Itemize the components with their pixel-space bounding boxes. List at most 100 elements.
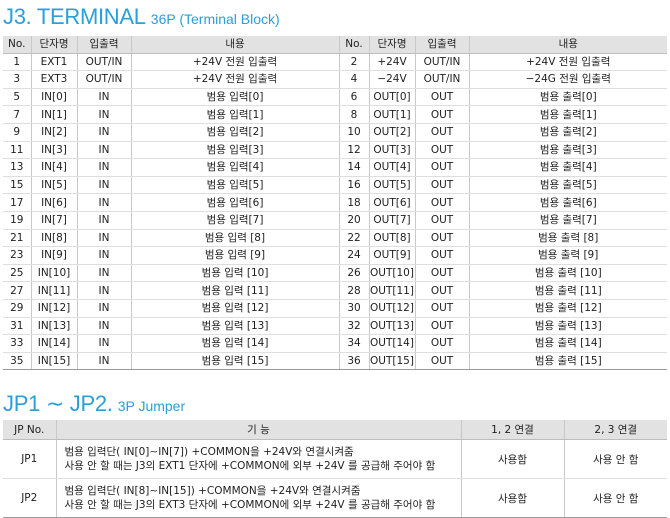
table-row: 31 IN[13] IN 범용 입력 [13] 32 OUT[13] OUT 범용 출력 [1…	[3, 317, 667, 336]
terminal-cell: 범용 입력[6]	[131, 193, 340, 212]
table-row: 25 IN[10] IN 범용 입력 [10] 26 OUT[10] OUT 범용 출력 [1…	[3, 264, 667, 283]
table-row: 13 IN[4] IN 범용 입력[4] 14 OUT[4] OUT 범용 출력[4]	[3, 158, 667, 177]
terminal-cell: OUT[12]	[369, 299, 416, 318]
terminal-cell: −24V	[369, 70, 416, 89]
terminal-cell: OUT	[415, 352, 470, 371]
terminal-cell: OUT[5]	[369, 176, 416, 195]
terminal-header-cell: No.	[338, 36, 370, 54]
terminal-cell: IN	[77, 246, 132, 265]
terminal-cell: OUT	[415, 88, 470, 107]
terminal-cell: 범용 입력 [14]	[131, 334, 340, 353]
terminal-cell: 35	[3, 352, 32, 371]
terminal-cell: 범용 입력 [8]	[131, 229, 340, 248]
terminal-cell: 범용 입력[1]	[131, 105, 340, 124]
jumper-no-cell: JP1	[3, 439, 57, 479]
terminal-cell: 26	[338, 264, 370, 283]
terminal-cell: OUT	[415, 299, 470, 318]
terminal-cell: 4	[338, 70, 370, 89]
terminal-cell: 25	[3, 264, 32, 283]
terminal-cell: 18	[338, 193, 370, 212]
terminal-cell: 범용 출력[4]	[469, 158, 667, 177]
terminal-cell: 22	[338, 229, 370, 248]
jumper-function-cell: 범용 입력단( IN[0]∼IN[7]) +COMMON을 +24V와 연결시켜…	[56, 439, 462, 479]
jumper-function-line: 범용 입력단( IN[0]∼IN[7]) +COMMON을 +24V와 연결시켜…	[64, 446, 354, 458]
terminal-cell: IN[14]	[31, 334, 78, 353]
terminal-cell: 범용 출력 [9]	[469, 246, 667, 265]
terminal-title-sub: 36P (Terminal Block)	[150, 11, 280, 27]
terminal-header-cell: 단자명	[369, 36, 416, 54]
terminal-cell: 3	[3, 70, 32, 89]
jumper-function-line: 사용 안 할 때는 J3의 EXT1 단자에 +COMMON에 외부 +24V …	[64, 460, 436, 472]
terminal-cell: IN[8]	[31, 229, 78, 248]
terminal-cell: OUT	[415, 141, 470, 160]
terminal-cell: IN	[77, 211, 132, 230]
table-row: 11 IN[3] IN 범용 입력[3] 12 OUT[3] OUT 범용 출력[3]	[3, 141, 667, 160]
terminal-cell: 범용 입력 [10]	[131, 264, 340, 283]
terminal-cell: 20	[338, 211, 370, 230]
terminal-cell: EXT3	[31, 70, 78, 89]
terminal-cell: IN	[77, 317, 132, 336]
terminal-cell: 범용 출력 [11]	[469, 281, 667, 300]
terminal-cell: IN	[77, 193, 132, 212]
terminal-cell: IN	[77, 229, 132, 248]
terminal-header-cell: 내용	[131, 36, 340, 54]
terminal-cell: 범용 출력 [13]	[469, 317, 667, 336]
terminal-title-main: J3. TERMINAL	[3, 4, 146, 29]
terminal-cell: OUT[9]	[369, 246, 416, 265]
terminal-cell: OUT[14]	[369, 334, 416, 353]
jumper-table: JP No. 기 능 1, 2 연결 2, 3 연결 JP1 범용 입력단( IN[0]…	[3, 420, 667, 518]
terminal-cell: 범용 입력 [15]	[131, 352, 340, 371]
terminal-cell: 9	[3, 123, 32, 142]
terminal-cell: 7	[3, 105, 32, 124]
terminal-cell: 21	[3, 229, 32, 248]
terminal-cell: IN	[77, 176, 132, 195]
terminal-cell: OUT[4]	[369, 158, 416, 177]
terminal-header-cell: 단자명	[31, 36, 78, 54]
terminal-cell: 12	[338, 141, 370, 160]
table-row: 21 IN[8] IN 범용 입력 [8] 22 OUT[8] OUT 범용 출력 [8]	[3, 229, 667, 248]
terminal-cell: 10	[338, 123, 370, 142]
table-row: 29 IN[12] IN 범용 입력 [12] 30 OUT[12] OUT 범용 출력 [1…	[3, 299, 667, 318]
terminal-header-cell: No.	[3, 36, 32, 54]
terminal-cell: +24V 전원 입출력	[131, 70, 340, 89]
terminal-cell: IN[2]	[31, 123, 78, 142]
terminal-cell: OUT	[415, 211, 470, 230]
terminal-cell: 범용 출력[6]	[469, 193, 667, 212]
terminal-cell: 범용 출력 [8]	[469, 229, 667, 248]
terminal-cell: 16	[338, 176, 370, 195]
jumper-header-row: JP No. 기 능 1, 2 연결 2, 3 연결	[3, 420, 667, 440]
jumper-header-cell: JP No.	[3, 420, 57, 440]
jumper-function-line: 사용 안 할 때는 J3의 EXT3 단자에 +COMMON에 외부 +24V …	[64, 499, 436, 511]
terminal-cell: IN[6]	[31, 193, 78, 212]
terminal-cell: IN[9]	[31, 246, 78, 265]
terminal-cell: OUT[8]	[369, 229, 416, 248]
terminal-cell: 범용 출력[2]	[469, 123, 667, 142]
table-row: 3 EXT3 OUT/IN +24V 전원 입출력 4 −24V OUT/IN −24G 전원…	[3, 70, 667, 89]
terminal-cell: 범용 출력 [10]	[469, 264, 667, 283]
jumper-function-line: 범용 입력단( IN[8]∼IN[15]) +COMMON을 +24V와 연결시…	[64, 485, 361, 497]
table-row: 1 EXT1 OUT/IN +24V 전원 입출력 2 +24V OUT/IN +24V 전원…	[3, 53, 667, 72]
terminal-cell: OUT[13]	[369, 317, 416, 336]
terminal-cell: 범용 입력 [13]	[131, 317, 340, 336]
terminal-cell: 범용 입력[4]	[131, 158, 340, 177]
terminal-cell: 범용 출력[7]	[469, 211, 667, 230]
jumper-title-sub: 3P Jumper	[117, 398, 186, 414]
jumper-no-cell: JP2	[3, 478, 57, 518]
terminal-cell: 범용 입력 [12]	[131, 299, 340, 318]
jumper-header-cell: 기 능	[56, 420, 462, 440]
table-row: 15 IN[5] IN 범용 입력[5] 16 OUT[5] OUT 범용 출력[5]	[3, 176, 667, 195]
terminal-table-body: 1 EXT1 OUT/IN +24V 전원 입출력 2 +24V OUT/IN +24V 전원…	[3, 53, 667, 371]
terminal-cell: 1	[3, 53, 32, 72]
terminal-cell: OUT	[415, 317, 470, 336]
terminal-cell: IN[3]	[31, 141, 78, 160]
table-row: 9 IN[2] IN 범용 입력[2] 10 OUT[2] OUT 범용 출력[2]	[3, 123, 667, 142]
terminal-cell: OUT	[415, 158, 470, 177]
terminal-cell: 28	[338, 281, 370, 300]
terminal-header-cell: 입출력	[415, 36, 470, 54]
terminal-cell: IN[4]	[31, 158, 78, 177]
terminal-cell: IN	[77, 105, 132, 124]
table-row: 19 IN[7] IN 범용 입력[7] 20 OUT[7] OUT 범용 출력[7]	[3, 211, 667, 230]
terminal-cell: EXT1	[31, 53, 78, 72]
terminal-cell: +24V 전원 입출력	[469, 53, 667, 72]
terminal-cell: 5	[3, 88, 32, 107]
